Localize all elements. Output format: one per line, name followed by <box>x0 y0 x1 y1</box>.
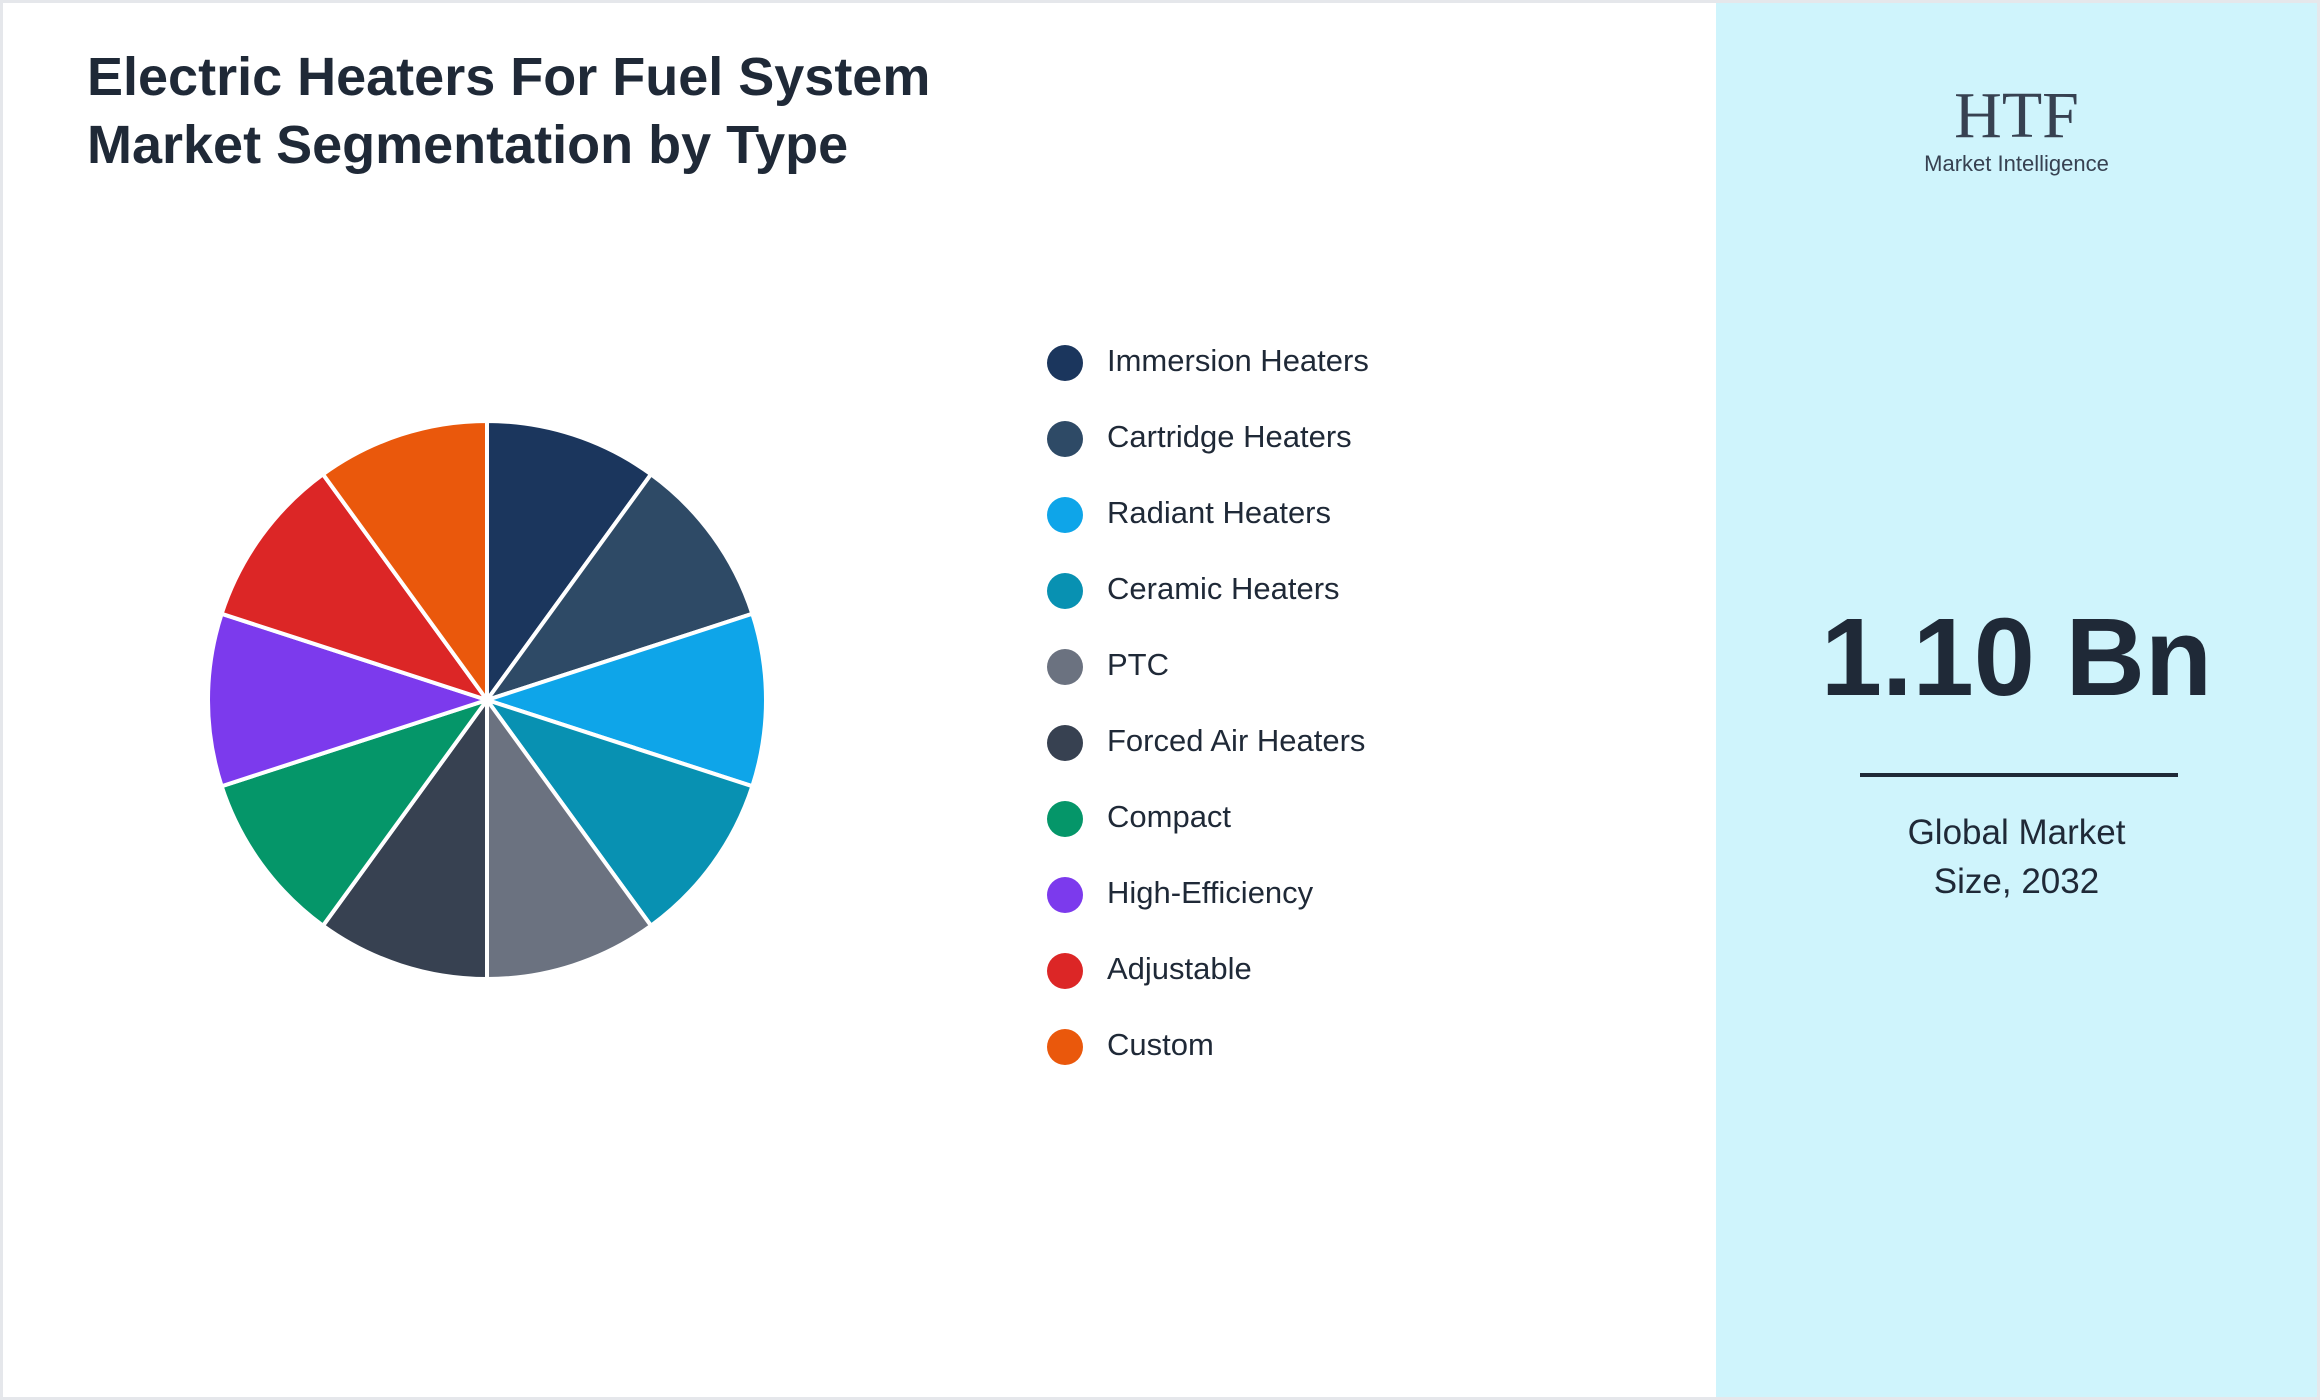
legend-swatch <box>1047 725 1083 761</box>
legend-swatch <box>1047 345 1083 381</box>
legend-label: Radiant Heaters <box>1107 495 1331 530</box>
chart: Immersion Heaters Cartridge Heaters Radian… <box>206 343 1369 1065</box>
chart-title: Electric Heaters For Fuel System Market … <box>87 47 931 175</box>
legend-swatch <box>1047 801 1083 837</box>
legend-swatch <box>1047 421 1083 457</box>
pie-slice <box>219 471 493 704</box>
pie-slice <box>320 693 489 982</box>
pie-slice <box>219 696 493 929</box>
side-panel: HTF Market Intelligence 1.10 Bn Global M… <box>1716 3 2317 1397</box>
logo: HTF Market Intelligence <box>1716 81 2317 177</box>
legend-swatch <box>1047 877 1083 913</box>
logo-subtitle: Market Intelligence <box>1924 151 2109 176</box>
pie-slice <box>481 471 755 704</box>
legend-label: Custom <box>1107 1027 1214 1062</box>
logo-text: HTF <box>1954 79 2079 152</box>
pie-slice <box>485 418 654 707</box>
legend-label: Ceramic Heaters <box>1107 571 1340 606</box>
legend-swatch <box>1047 573 1083 609</box>
legend-swatch <box>1047 1029 1083 1065</box>
legend-swatch <box>1047 649 1083 685</box>
pie-slice <box>481 696 755 929</box>
legend-label: PTC <box>1107 647 1169 682</box>
market-size-label: Global Market Size, 2032 <box>1907 813 2126 901</box>
legend-label: Compact <box>1107 799 1231 834</box>
legend-label: Immersion Heaters <box>1107 343 1369 378</box>
pie-slice <box>206 611 494 789</box>
legend-label: Cartridge Heaters <box>1107 419 1352 454</box>
pie-slice <box>480 611 768 789</box>
market-size-value: 1.10 Bn <box>1820 596 2213 719</box>
pie-slice <box>485 693 654 982</box>
pie-slice <box>320 418 489 707</box>
legend-label: High-Efficiency <box>1107 875 1314 910</box>
legend-label: Forced Air Heaters <box>1107 723 1365 758</box>
legend-swatch <box>1047 497 1083 533</box>
legend-swatch <box>1047 953 1083 989</box>
divider <box>1860 773 2178 777</box>
legend-label: Adjustable <box>1107 951 1252 986</box>
